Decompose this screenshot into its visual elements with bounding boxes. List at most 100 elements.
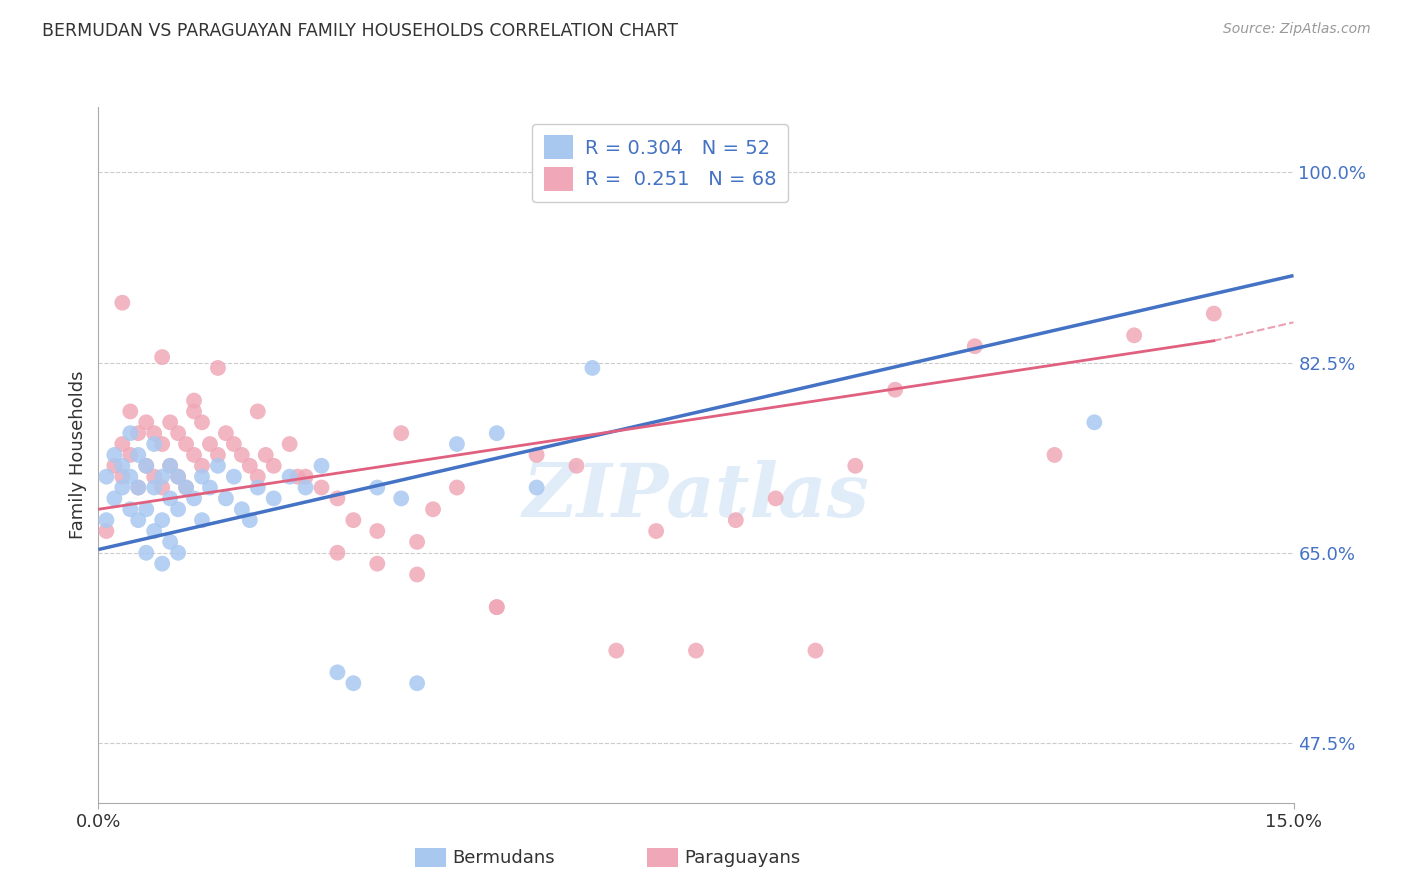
Point [111,295,134,310]
Point [311,458,333,473]
Point [120,426,142,441]
Point [127,481,149,495]
Point [96,513,118,527]
Point [485,426,508,441]
Text: ZIPatlas: ZIPatlas [523,460,869,533]
Point [645,524,668,538]
Point [246,481,269,495]
Point [804,643,827,657]
Point [96,469,118,483]
Point [135,546,157,560]
Text: Source: ZipAtlas.com: Source: ZipAtlas.com [1223,22,1371,37]
Point [120,502,142,516]
Point [159,491,181,506]
Point [183,404,205,418]
Point [198,481,221,495]
Point [191,469,214,483]
Point [278,437,301,451]
Point [222,469,245,483]
Point [389,491,412,506]
Point [406,676,429,690]
Point [103,448,125,462]
Point [167,546,190,560]
Point [581,361,603,376]
Text: Paraguayans: Paraguayans [685,849,801,867]
Point [239,513,262,527]
Point [406,567,429,582]
Point [174,437,197,451]
Point [1043,448,1066,462]
Point [366,524,388,538]
Point [1123,328,1146,343]
Point [111,481,134,495]
Point [263,491,285,506]
Point [111,437,134,451]
Point [215,426,238,441]
Point [406,535,429,549]
Point [963,339,986,353]
Point [159,458,181,473]
Point [127,513,149,527]
Point [120,404,142,418]
Point [326,491,349,506]
Point [254,448,277,462]
Point [150,481,173,495]
Point [111,458,134,473]
Point [174,481,197,495]
Point [183,448,205,462]
Point [366,557,388,571]
Point [605,643,627,657]
Point [446,481,468,495]
Point [120,469,142,483]
Point [765,491,787,506]
Y-axis label: Family Households: Family Households [69,371,87,539]
Point [1202,307,1225,321]
Point [724,513,747,527]
Point [222,437,245,451]
Text: BERMUDAN VS PARAGUAYAN FAMILY HOUSEHOLDS CORRELATION CHART: BERMUDAN VS PARAGUAYAN FAMILY HOUSEHOLDS… [42,22,678,40]
Point [150,513,173,527]
Point [311,481,333,495]
Point [246,469,269,483]
Point [207,458,229,473]
Point [183,393,205,408]
Point [159,458,181,473]
Point [167,502,190,516]
Point [446,437,468,451]
Point [183,491,205,506]
Point [103,491,125,506]
Point [120,448,142,462]
Point [278,469,301,483]
Point [565,458,588,473]
Point [143,426,166,441]
Point [1083,415,1105,429]
Point [159,415,181,429]
Point [207,448,229,462]
Point [150,350,173,364]
Text: Bermudans: Bermudans [453,849,555,867]
Point [239,458,262,473]
Point [143,469,166,483]
Point [685,643,707,657]
Point [326,665,349,680]
Point [246,404,269,418]
Point [135,458,157,473]
Point [287,469,309,483]
Point [215,491,238,506]
Point [167,469,190,483]
Point [422,502,444,516]
Point [167,469,190,483]
Legend: R = 0.304   N = 52, R =  0.251   N = 68: R = 0.304 N = 52, R = 0.251 N = 68 [533,124,787,202]
Point [485,600,508,615]
Point [342,513,364,527]
Point [191,458,214,473]
Point [191,513,214,527]
Point [135,415,157,429]
Point [135,458,157,473]
Point [103,458,125,473]
Point [526,448,548,462]
Point [844,458,866,473]
Point [231,448,253,462]
Point [294,481,316,495]
Point [127,481,149,495]
